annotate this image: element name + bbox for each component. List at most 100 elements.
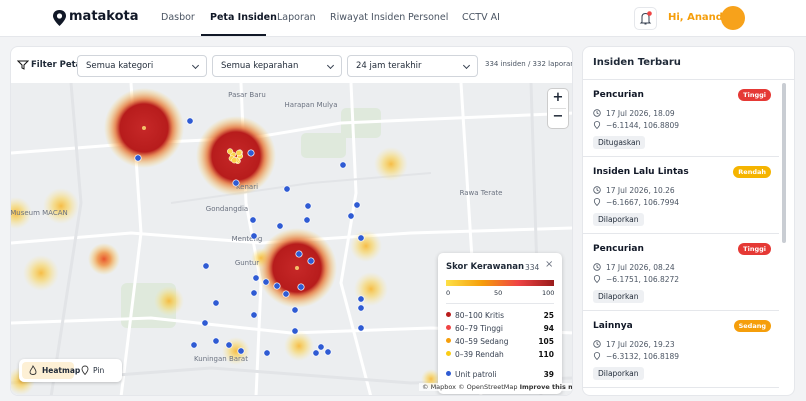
patrol-pin <box>273 282 281 290</box>
legend-dot <box>446 351 451 356</box>
coords-text: −6.1144, 106.8809 <box>606 121 680 130</box>
panel-title: Insiden Terbaru <box>593 57 681 68</box>
heat-blob <box>374 147 408 181</box>
time-select[interactable]: 24 jam terakhir <box>347 55 478 77</box>
patrol-pin <box>237 347 245 355</box>
nav-link[interactable]: Personel <box>408 12 449 23</box>
nav-link[interactable]: Laporan <box>277 12 316 23</box>
legend-dot <box>446 312 451 317</box>
incident-item[interactable]: Pencurian Tinggi 17 Jul 2026, 08.24 −6.1751… <box>583 234 779 311</box>
status-chip: Dilaporkan <box>593 367 644 380</box>
legend-label: 0–39 Rendah <box>455 350 504 359</box>
location-icon <box>593 121 601 130</box>
nav-link[interactable]: Peta Insiden <box>210 12 277 23</box>
patrol-pin <box>250 311 258 319</box>
map-label: Menteng <box>232 235 263 243</box>
mode-toggle: Heatmap Pin <box>19 359 122 382</box>
patrol-pin <box>282 290 290 298</box>
coords-text: −6.1667, 106.7994 <box>606 198 680 207</box>
incident-list: Pencurian Tinggi 17 Jul 2026, 18.09 −6.1144… <box>583 80 779 395</box>
pin-button[interactable]: Pin <box>93 366 105 375</box>
patrol-pin <box>357 324 365 332</box>
patrol-pin <box>276 222 284 230</box>
heat-blob <box>284 331 314 361</box>
heat-center <box>142 126 146 130</box>
incident-panel: Insiden Terbaru Pencurian Tinggi 17 Jul 20… <box>582 46 795 396</box>
zoom-in[interactable]: + <box>552 90 564 105</box>
severity-select[interactable]: Semua keparahan <box>212 55 342 77</box>
patrol-pin <box>190 341 198 349</box>
legend-total: 334 <box>525 263 540 272</box>
patrol-pin <box>212 299 220 307</box>
logo-text: matakota <box>69 9 139 24</box>
scale-mid: 50 <box>494 289 503 297</box>
severity-badge: Rendah <box>733 166 771 178</box>
incident-time: 17 Jul 2026, 08.24 <box>593 263 675 272</box>
map-labels: Pasar Baru Harapan Mulya Kenari Gondangdia M… <box>11 91 502 363</box>
nav-link[interactable]: Dasbor <box>161 12 195 23</box>
legend-close[interactable]: × <box>545 259 554 270</box>
patrol-pin <box>186 117 194 125</box>
map-label: Harapan Mulya <box>285 101 338 109</box>
count-text: 334 insiden / 332 laporan <box>485 60 573 68</box>
category-select[interactable]: Semua kategori <box>77 55 207 77</box>
legend-label: 80–100 Kritis <box>455 311 505 320</box>
incident-title: Insiden Lalu Lintas <box>593 167 689 177</box>
improve-link[interactable]: Improve this map <box>519 383 572 391</box>
pin-icon <box>81 365 89 375</box>
incident-title: Pencurian <box>593 244 644 254</box>
heatmap-button[interactable]: Heatmap <box>22 362 80 379</box>
nav-link[interactable]: CCTV AI <box>462 12 500 23</box>
incident-item[interactable]: Insiden Lalu Lintas Rendah 17 Jul 2026, 10… <box>583 157 779 234</box>
status-chip: Ditugaskan <box>593 136 646 149</box>
clock-icon <box>593 186 601 194</box>
patrol-pin <box>252 274 260 282</box>
map-card: Filter Peta Semua kategori Semua keparah… <box>10 46 573 396</box>
incident-item[interactable]: Lainnya Sedang 17 Jul 2026, 19.23 −6.3132, … <box>583 311 779 388</box>
incident-item[interactable]: Pencurian Tinggi 17 Jul 2026, 18.09 −6.1144… <box>583 80 779 157</box>
patrol-pin <box>202 262 210 270</box>
legend-row: 80–100 Kritis 25 <box>446 311 554 320</box>
cluster-dot <box>227 148 234 155</box>
top-nav: matakota Dasbor Peta Insiden Laporan Riwaya… <box>0 0 806 37</box>
heat-blob <box>154 286 184 316</box>
incident-coords: −6.1144, 106.8809 <box>593 121 679 130</box>
legend-dot <box>446 338 451 343</box>
patrol-pin <box>291 306 299 314</box>
patrol-pin <box>232 179 240 187</box>
status-chip: Dilaporkan <box>593 290 644 303</box>
patrol-pin <box>357 304 365 312</box>
attribution: © Mapbox © OpenStreetMap Improve this ma… <box>419 383 572 391</box>
coords-text: −6.1751, 106.8272 <box>606 275 680 284</box>
patrol-pin <box>250 289 258 297</box>
patrol-pin <box>357 295 365 303</box>
coords-text: −6.3132, 106.8189 <box>606 352 680 361</box>
heat-blob <box>350 230 382 262</box>
legend-gradient <box>446 280 554 286</box>
heat-blob <box>88 243 120 275</box>
legend-row: 60–79 Tinggi 94 <box>446 324 554 333</box>
incident-time: 17 Jul 2026, 18.09 <box>593 109 675 118</box>
heat-blob <box>43 188 79 224</box>
zoom-out[interactable]: − <box>552 109 564 124</box>
patrol-pin <box>262 278 270 286</box>
logo-icon <box>53 10 66 26</box>
patrol-pin <box>250 232 258 240</box>
zoom-control: + − <box>548 89 568 128</box>
legend-count: 25 <box>543 311 554 320</box>
avatar[interactable] <box>721 6 745 30</box>
map-label: Kuningan Barat <box>194 355 248 363</box>
patrol-pin <box>201 319 209 327</box>
map-label: Kenari <box>236 183 258 191</box>
legend-divider <box>446 303 554 304</box>
incident-coords: −6.1751, 106.8272 <box>593 275 679 284</box>
patrol-pins <box>134 117 365 357</box>
incident-coords: −6.3132, 106.8189 <box>593 352 679 361</box>
nav-link[interactable]: Riwayat Insiden <box>330 12 406 23</box>
patrol-pin <box>353 201 361 209</box>
attribution-text: © Mapbox © OpenStreetMap <box>422 383 518 391</box>
notification-button[interactable] <box>634 7 657 30</box>
legend-count: 110 <box>538 350 554 359</box>
greeting: Hi, Ananda! <box>668 12 735 23</box>
